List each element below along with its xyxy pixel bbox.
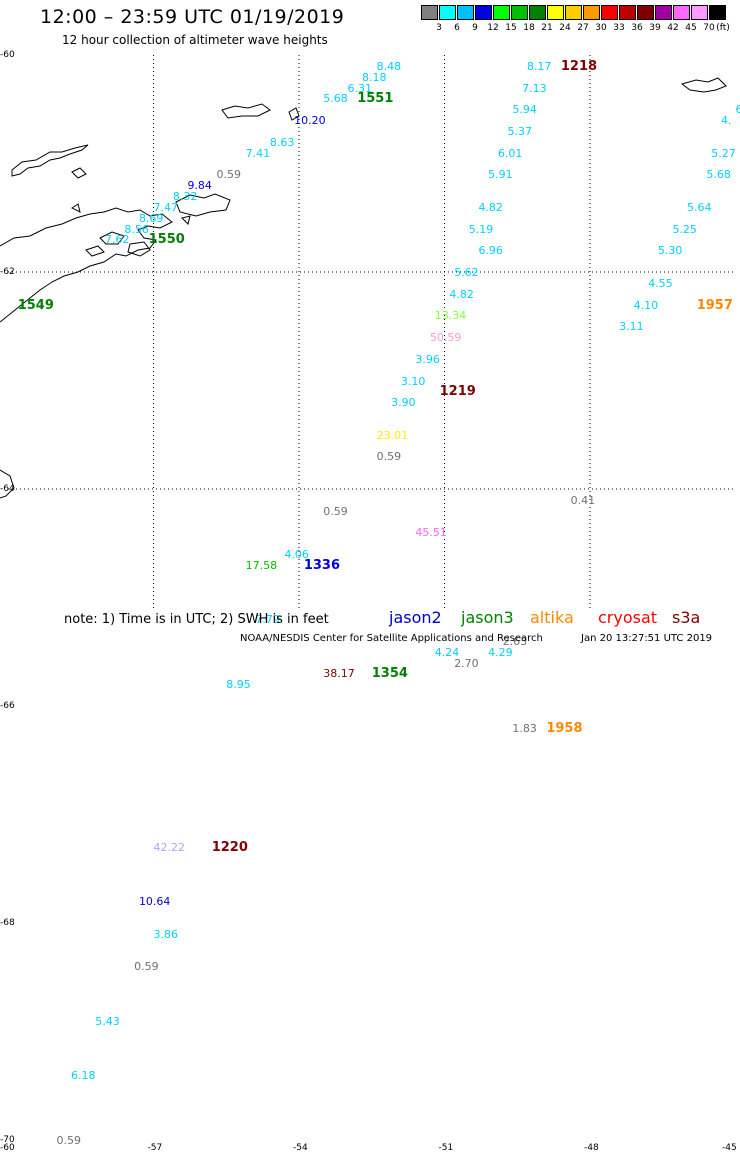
pass-time-label: 1957 [697,299,733,312]
pass-time-label: 1549 [18,299,54,312]
satellite-legend-jason2: jason2 [389,608,442,627]
coastline-inlet-b [86,246,104,256]
wave-height-observation: 5.27 [711,148,736,159]
map-note: note: 1) Time is in UTC; 2) SWH is in fe… [64,612,329,627]
wave-height-observation: 5.94 [512,104,537,115]
satellite-legend-cryosat: cryosat [598,608,657,627]
wave-height-observation: 38.17 [323,668,355,679]
pass-time-label: 1218 [561,60,597,73]
wave-height-observation: 5.64 [687,202,712,213]
wave-height-observation: 7.62 [105,234,130,245]
wave-height-observation: 5.62 [454,267,479,278]
wave-height-observation: 7.41 [246,148,271,159]
wave-height-observation: 4. [721,115,732,126]
latitude-tick-label: -64 [0,484,15,494]
wave-height-observation: 3.90 [391,397,416,408]
wave-height-observation: 2.70 [454,658,479,669]
wave-height-observation: 8.63 [270,137,295,148]
wave-height-observation: 4.82 [449,289,474,300]
latitude-tick-label: -68 [0,918,15,928]
coastline-small-a [72,204,80,212]
coastline-south-orkney [682,78,726,92]
longitude-tick-label: -51 [439,1143,454,1153]
latitude-tick-label: -60 [0,50,15,60]
wave-height-observation: 8.17 [527,61,552,72]
wave-height-observation: 13.34 [435,310,467,321]
latitude-tick-label: -66 [0,701,15,711]
wave-height-observation: 4.82 [478,202,503,213]
wave-height-observation: 4.24 [435,647,460,658]
wave-height-observation: 5.68 [706,169,731,180]
coastline-small-b [182,216,190,224]
wave-height-observation: 0.41 [571,495,596,506]
wave-height-observation: 10.64 [139,896,171,907]
wave-height-observation: 5.68 [323,93,348,104]
pass-time-label: 1219 [440,385,476,398]
wave-height-observation: 5.25 [672,224,697,235]
latitude-tick-label: -62 [0,267,15,277]
wave-height-observation: 1.83 [512,723,537,734]
coastline-south-shetland [12,145,88,176]
longitude-tick-label: -45 [722,1143,737,1153]
wave-height-observation: 6.18 [71,1070,96,1081]
wave-height-observation: 5.30 [658,245,683,256]
coastline [0,78,726,498]
wave-height-observation: 0.59 [57,1135,82,1146]
wave-height-observation: 50.59 [430,332,462,343]
wave-height-observation: 23.01 [377,430,409,441]
wave-height-observation: 4.29 [488,647,513,658]
longitude-tick-label: -48 [584,1143,599,1153]
wave-height-observation: 0.59 [323,506,348,517]
wave-height-observation: 6.01 [498,148,523,159]
generation-timestamp: Jan 20 13:27:51 UTC 2019 [581,633,712,644]
coastline-islands-c [222,104,270,118]
wave-height-observation: 6.96 [478,245,503,256]
pass-time-label: 1551 [357,92,393,105]
wave-height-observation: 3.11 [619,321,644,332]
longitude-tick-label: -57 [148,1143,163,1153]
wave-height-observation: 4.10 [634,300,659,311]
wave-height-observation: 45.51 [415,527,447,538]
wave-height-observation: 17.58 [246,560,278,571]
pass-time-label: 1550 [149,233,185,246]
wave-height-observation: 7.13 [522,83,547,94]
wave-height-observation: 0.59 [217,169,242,180]
longitude-tick-label: -60 [0,1143,15,1153]
satellite-legend-altika: altika [530,608,574,627]
pass-time-label: 1958 [546,722,582,735]
wave-height-observation: 6. [736,104,740,115]
satellite-legend-jason3: jason3 [461,608,514,627]
wave-height-observation: 0.59 [377,451,402,462]
pass-time-label: 1336 [304,559,340,572]
pass-time-label: 1220 [212,841,248,854]
wave-height-observation: 8.95 [226,679,251,690]
wave-height-observation: 5.43 [95,1016,120,1027]
credit-line: NOAA/NESDIS Center for Satellite Applica… [240,633,543,644]
wave-height-observation: 5.37 [508,126,533,137]
wave-height-observation: 3.86 [154,929,179,940]
pass-time-label: 1354 [372,667,408,680]
wave-height-observation: 5.91 [488,169,513,180]
wave-height-observation: 0.59 [134,961,159,972]
wave-height-observation: 42.22 [154,842,186,853]
wave-height-observation: 4.55 [648,278,673,289]
wave-height-observation: 10.20 [294,115,326,126]
satellite-legend-s3a: s3a [672,608,700,627]
wave-height-observation: 3.10 [401,376,426,387]
coastline-islands-a [72,168,86,178]
wave-height-observation: 3.96 [415,354,440,365]
longitude-tick-label: -54 [293,1143,308,1153]
wave-height-observation: 5.19 [469,224,494,235]
